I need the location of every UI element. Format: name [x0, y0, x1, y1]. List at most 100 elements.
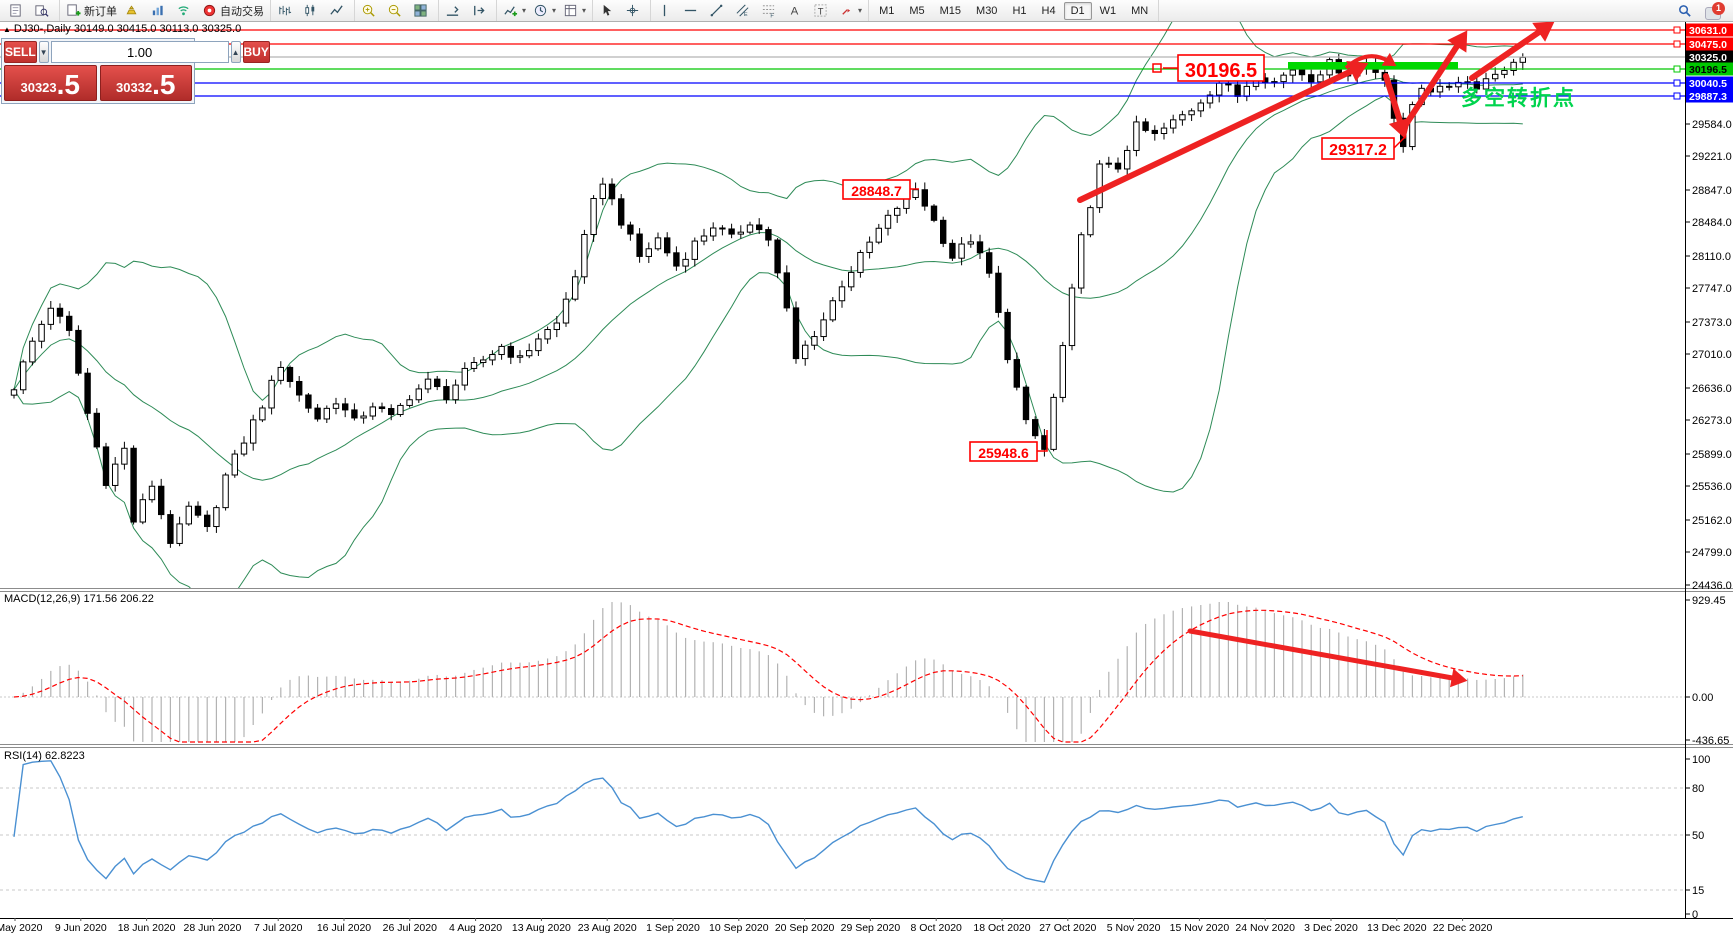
svg-text:13 Dec 2020: 13 Dec 2020 — [1367, 922, 1427, 934]
main-toolbar: 新订单 自动交易 ▾ ▾ ▾ E F A T ▾ M1 M5 M15 M30 H1 H4 D1 W1 MN 1 — [0, 0, 1733, 22]
chevron-down-icon[interactable]: ▾ — [582, 6, 587, 15]
indplus-icon — [503, 3, 518, 18]
line-chart-mode-button[interactable] — [326, 0, 351, 21]
svg-text:4 Aug 2020: 4 Aug 2020 — [449, 922, 502, 934]
vertical-line-tool-button[interactable] — [654, 0, 679, 21]
crosshair-tool-button[interactable] — [622, 0, 647, 21]
notifications-button[interactable]: 1 — [1705, 1, 1725, 20]
channel-tool-button[interactable]: E — [732, 0, 757, 21]
svg-text:18 Jun 2020: 18 Jun 2020 — [118, 922, 176, 934]
timeframe-m30[interactable]: M30 — [976, 4, 998, 17]
chart-scroll-marker-icon: ▲ — [3, 25, 11, 34]
svg-text:3 Dec 2020: 3 Dec 2020 — [1304, 922, 1358, 934]
clock-icon — [533, 3, 548, 18]
volume-increase-button[interactable]: ▲ — [230, 41, 241, 63]
svg-text:24799.0: 24799.0 — [1692, 547, 1732, 559]
notification-badge: 1 — [1712, 1, 1725, 15]
cursor-tool-button[interactable] — [596, 0, 621, 21]
svg-text:25536.0: 25536.0 — [1692, 481, 1732, 493]
textT-icon: T — [813, 3, 828, 18]
buy-price-button[interactable]: 30332.5 — [99, 65, 192, 101]
autotrading-button[interactable]: 自动交易 — [199, 0, 267, 21]
data-window-button[interactable] — [147, 0, 172, 21]
svg-text:24436.0: 24436.0 — [1692, 580, 1732, 592]
timeframe-mn[interactable]: MN — [1131, 4, 1149, 17]
callout-25948 — [969, 441, 1038, 462]
chevron-down-icon[interactable]: ▾ — [522, 6, 527, 15]
sell-price-frac: .5 — [56, 69, 80, 100]
fibonacci-tool-button[interactable]: F — [758, 0, 783, 21]
autoscroll-icon — [445, 3, 460, 18]
pane-separators[interactable] — [0, 22, 1733, 919]
rsi-pane[interactable] — [0, 760, 1685, 891]
bar-chart-mode-button[interactable] — [274, 0, 299, 21]
svg-text:29317.2: 29317.2 — [1329, 142, 1387, 159]
market-watch-button[interactable] — [121, 0, 146, 21]
toolbar-group — [593, 0, 652, 21]
templates-button[interactable]: ▾ — [560, 0, 589, 21]
candlesticks — [10, 53, 1526, 548]
timeframe-h1[interactable]: H1 — [1012, 4, 1027, 17]
bars-icon — [277, 3, 292, 18]
symbol-ohlc-text: DJ30-,Daily 30149.0 30415.0 30113.0 3032… — [13, 23, 242, 35]
signal-icon — [176, 3, 191, 18]
svg-text:30475.0: 30475.0 — [1689, 39, 1727, 51]
zoom-in-button[interactable] — [358, 0, 383, 21]
svg-text:28848.7: 28848.7 — [851, 183, 902, 199]
chart-annotations: 30196.5 29317.2 28848.7 25948.6 — [842, 21, 1555, 688]
volume-decrease-button[interactable]: ▼ — [38, 41, 49, 63]
trendline-tool-button[interactable] — [706, 0, 731, 21]
timeframe-d1[interactable]: D1 — [1063, 1, 1092, 20]
svg-text:0.00: 0.00 — [1692, 692, 1713, 704]
text-label-tool-button[interactable]: T — [810, 0, 835, 21]
chevron-down-icon[interactable]: ▾ — [858, 6, 863, 15]
auto-scroll-button[interactable] — [442, 0, 467, 21]
arrows-tool-button[interactable]: ▾ — [836, 0, 865, 21]
tile-windows-button[interactable] — [410, 0, 435, 21]
buy-button[interactable]: BUY — [242, 41, 270, 63]
sell-button[interactable]: SELL — [4, 41, 37, 63]
svg-text:50: 50 — [1692, 830, 1704, 842]
svg-text:80: 80 — [1692, 783, 1704, 795]
timeframe-m1[interactable]: M1 — [879, 4, 895, 17]
svg-text:929.45: 929.45 — [1692, 595, 1726, 607]
horizontal-line-tool-button[interactable] — [680, 0, 705, 21]
main-price-pane[interactable] — [10, 0, 1526, 608]
indicators-button[interactable]: ▾ — [500, 0, 529, 21]
svg-text:16 Jul 2020: 16 Jul 2020 — [317, 922, 371, 934]
timeframe-m15[interactable]: M15 — [939, 4, 962, 17]
svg-text:23 Aug 2020: 23 Aug 2020 — [578, 922, 637, 934]
fibo-icon: F — [761, 3, 776, 18]
svg-text:22 Dec 2020: 22 Dec 2020 — [1433, 922, 1493, 934]
new-order-button[interactable]: 新订单 — [63, 0, 120, 21]
chevron-down-icon[interactable]: ▾ — [552, 6, 557, 15]
svg-text:29 Sep 2020: 29 Sep 2020 — [841, 922, 901, 934]
volume-input[interactable] — [50, 41, 229, 63]
new-chart-button[interactable] — [5, 0, 30, 21]
open-file-button[interactable] — [31, 0, 56, 21]
periods-button[interactable]: ▾ — [530, 0, 559, 21]
svg-text:29584.0: 29584.0 — [1692, 119, 1732, 131]
svg-text:0: 0 — [1692, 909, 1698, 921]
svg-text:18 Oct 2020: 18 Oct 2020 — [973, 922, 1030, 934]
signals-button[interactable] — [173, 0, 198, 21]
sell-price-button[interactable]: 30323.5 — [4, 65, 97, 101]
text-tool-button[interactable]: A — [784, 0, 809, 21]
macd-signal-line — [13, 609, 1523, 743]
time-axis[interactable]: 1 May 2020 9 Jun 2020 18 Jun 2020 28 Jun 20… — [0, 918, 1493, 934]
magpage-icon — [34, 3, 49, 18]
rsi-label: RSI(14) 62.8223 — [4, 750, 85, 762]
macd-pane[interactable] — [0, 602, 1685, 743]
one-click-trading-panel: SELL ▼ ▲ BUY 30323.5 30332.5 — [1, 38, 270, 104]
chart-shift-button[interactable] — [468, 0, 493, 21]
timeframe-w1[interactable]: W1 — [1099, 4, 1117, 17]
timeframe-h4[interactable]: H4 — [1041, 4, 1056, 17]
search-icon[interactable] — [1674, 0, 1699, 21]
chartshift-icon — [471, 3, 486, 18]
zoom-out-button[interactable] — [384, 0, 409, 21]
timeframe-m5[interactable]: M5 — [909, 4, 925, 17]
cursor-icon — [599, 3, 614, 18]
price-scale[interactable]: 30685.029584.029221.028847.028484.028110… — [1685, 22, 1733, 921]
candle-chart-mode-button[interactable] — [300, 0, 325, 21]
